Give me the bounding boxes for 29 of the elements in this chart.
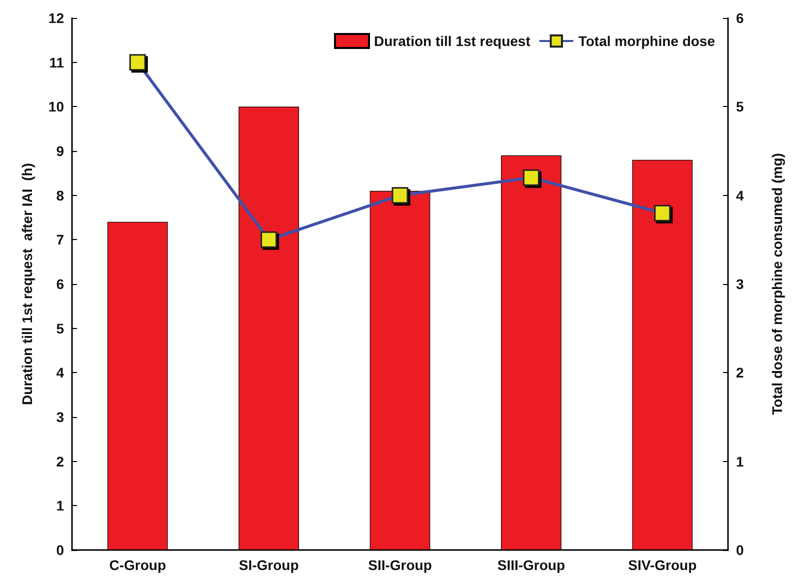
legend-label: Total morphine dose — [578, 33, 716, 49]
x-tick-label: C-Group — [109, 557, 166, 573]
y-tick-label: 4 — [56, 364, 64, 381]
y-tick-label: 1 — [56, 498, 64, 514]
y-tick-label: 12 — [48, 10, 64, 26]
y-tick-label: 8 — [56, 187, 64, 204]
y-tick-label: 7 — [56, 232, 64, 248]
legend-label: Duration till 1st request — [374, 33, 531, 49]
y2-axis-title: Total dose of morphine consumed (mg) — [769, 153, 785, 415]
y-tick-label: 11 — [49, 54, 64, 70]
y2-tick-label: 3 — [736, 276, 744, 292]
y2-tick-label: 5 — [736, 98, 744, 115]
y2-tick-label: 1 — [736, 453, 744, 470]
x-tick-label: SII-Group — [368, 557, 432, 573]
y2-tick-label: 2 — [736, 364, 744, 381]
x-tick-label: SIII-Group — [497, 557, 566, 573]
y2-tick-label: 4 — [736, 187, 744, 204]
y-tick-label: 5 — [56, 320, 64, 336]
y2-tick-label: 0 — [736, 542, 744, 558]
y2-tick-label: 6 — [736, 10, 744, 26]
y-tick-label: 9 — [56, 143, 64, 159]
y-axis-title: Duration till 1st request after IAI (h) — [19, 163, 35, 405]
y-tick-label: 2 — [56, 453, 64, 470]
y-tick-label: 6 — [56, 276, 64, 292]
y-tick-label: 3 — [56, 409, 64, 425]
x-tick-label: SIV-Group — [628, 557, 697, 573]
y-tick-label: 10 — [48, 98, 64, 115]
y-tick-label: 0 — [56, 542, 64, 558]
x-tick-label: SI-Group — [238, 557, 299, 573]
